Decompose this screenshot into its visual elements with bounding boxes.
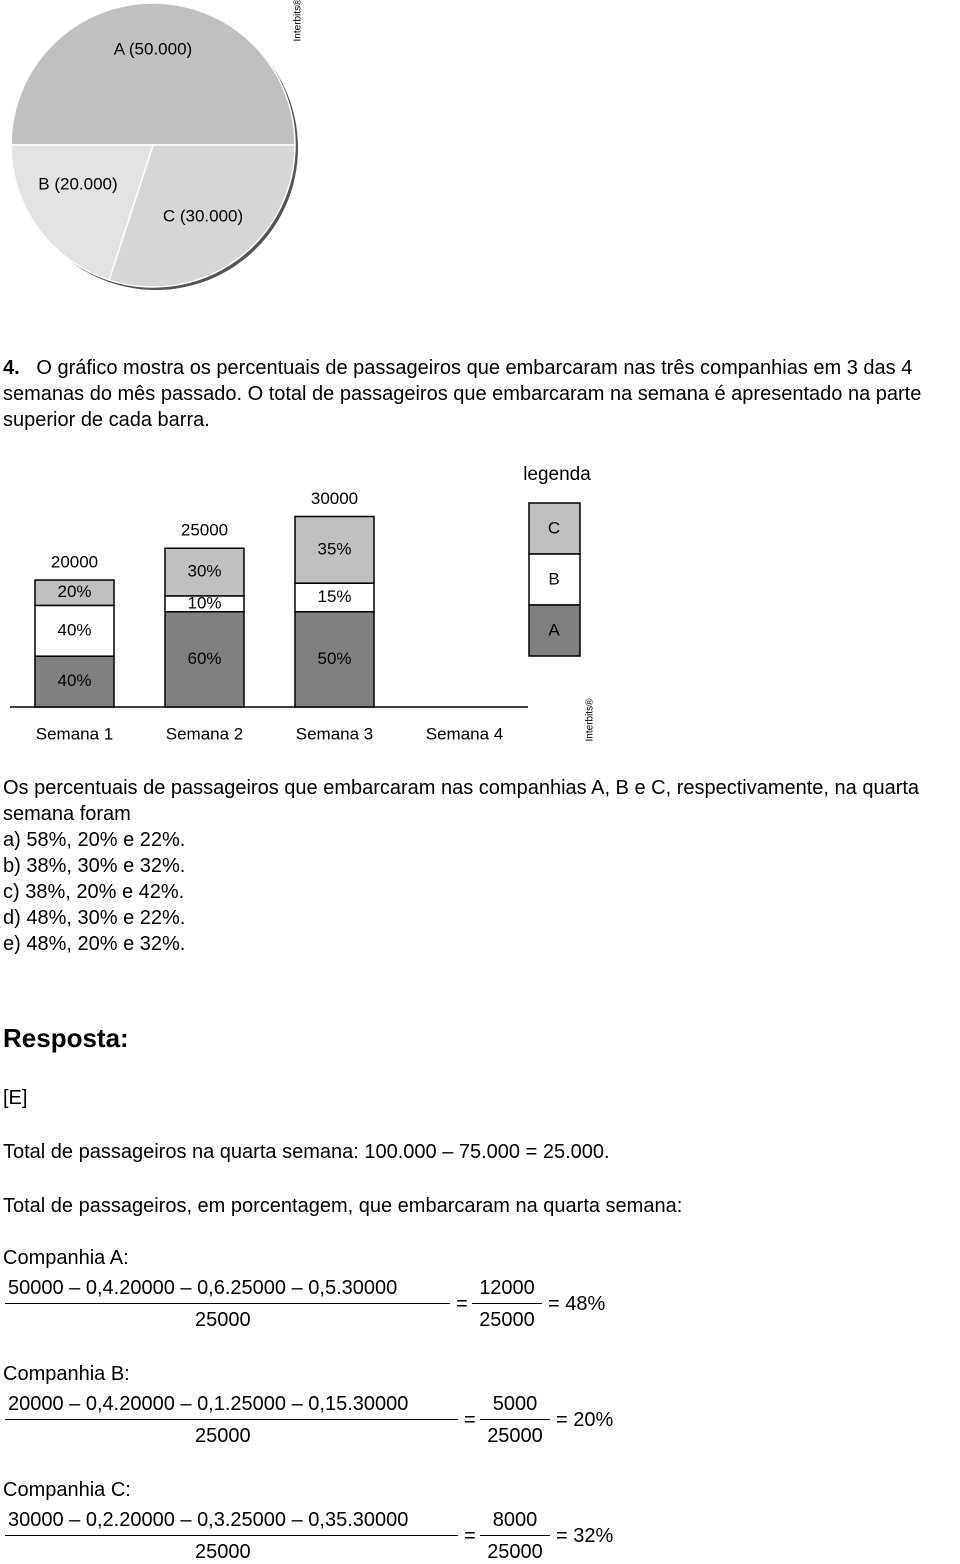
numerator: 12000 — [479, 1277, 535, 1299]
denominator: 25000 — [195, 1309, 251, 1331]
fraction-line — [5, 1419, 458, 1420]
option: e) 48%, 20% e 32%. — [3, 933, 186, 955]
numerator: 8000 — [492, 1509, 538, 1531]
company-label: Companhia C: — [3, 1479, 131, 1501]
denominator: 25000 — [195, 1541, 251, 1563]
legend-label: C — [548, 518, 560, 537]
total-text: Total de passageiros na quarta semana: — [3, 1141, 359, 1163]
total-line: Total de passageiros na quarta semana: 1… — [3, 1139, 610, 1165]
pie-label: B (20.000) — [38, 174, 117, 193]
value-label: 10% — [187, 593, 221, 612]
x-tick-label: Semana 2 — [166, 724, 244, 743]
total-label: 30000 — [311, 489, 358, 508]
x-tick-label: Semana 3 — [296, 724, 374, 743]
value-label: 40% — [57, 671, 91, 690]
legend-label: B — [548, 569, 559, 588]
pie-label: A (50.000) — [114, 39, 192, 58]
numerator: 50000 – 0,4.20000 – 0,6.25000 – 0,5.3000… — [8, 1277, 398, 1299]
x-tick-label: Semana 4 — [426, 724, 504, 743]
numerator: 30000 – 0,2.20000 – 0,3.25000 – 0,35.300… — [8, 1509, 409, 1531]
bar-segment — [164, 547, 245, 597]
option: a) 58%, 20% e 22%. — [3, 829, 186, 851]
legend-label: A — [548, 620, 560, 639]
value-label: 15% — [317, 587, 351, 606]
legend-swatch — [528, 502, 581, 555]
equals: = — [464, 1409, 476, 1431]
total-label: 25000 — [181, 521, 228, 540]
answer-letter: [E] — [3, 1087, 28, 1109]
x-tick-label: Semana 1 — [36, 724, 114, 743]
charts: Interbits® legenda Interbits® A (50.000)… — [10, 0, 596, 743]
pie-slice — [10, 144, 155, 281]
pie-slice — [108, 144, 296, 288]
pie-slice — [10, 2, 296, 146]
legend-title: legenda — [523, 464, 591, 485]
numerator: 5000 — [492, 1393, 538, 1415]
company-label: Companhia B: — [3, 1363, 130, 1385]
denominator: 25000 — [195, 1425, 251, 1447]
denominator: 25000 — [487, 1541, 543, 1563]
bar-segment — [164, 611, 245, 708]
value-label: 20% — [57, 582, 91, 601]
prompt: Os percentuais de passageiros que embarc… — [3, 777, 920, 825]
bar-segment — [34, 579, 115, 607]
pie-label: C (30.000) — [163, 206, 243, 225]
denominator: 25000 — [487, 1425, 543, 1447]
option: b) 38%, 30% e 32%. — [3, 855, 186, 877]
total-label: 20000 — [51, 552, 98, 571]
intro: Total de passageiros, em porcentagem, qu… — [3, 1195, 683, 1217]
equals: = — [464, 1525, 476, 1547]
fraction-line — [480, 1535, 550, 1536]
result: = 48% — [548, 1293, 606, 1315]
company-label: Companhia A: — [3, 1247, 129, 1269]
fraction-line — [5, 1535, 458, 1536]
question: 4. O gráfico mostra os percentuais de pa… — [3, 355, 958, 433]
bar-credit: Interbits® — [585, 698, 596, 742]
value-label: 50% — [317, 649, 351, 668]
equals: = — [456, 1293, 468, 1315]
pie-credit: Interbits® — [293, 0, 304, 41]
option: c) 38%, 20% e 42%. — [3, 881, 185, 903]
question-text: O gráfico mostra os percentuais de passa… — [3, 357, 922, 431]
result: = 20% — [556, 1409, 614, 1431]
fraction-line — [480, 1419, 550, 1420]
answer-heading: Resposta: — [3, 1023, 129, 1053]
fraction-line — [472, 1303, 542, 1304]
result: = 32% — [556, 1525, 614, 1547]
question-number: 4. — [3, 357, 20, 379]
bar-segment — [294, 515, 375, 584]
value-label: 35% — [317, 539, 351, 558]
fraction-line — [5, 1303, 450, 1304]
option: d) 48%, 30% e 22%. — [3, 907, 186, 929]
value-label: 30% — [187, 562, 221, 581]
numerator: 20000 – 0,4.20000 – 0,1.25000 – 0,15.300… — [8, 1393, 409, 1415]
options: a) 58%, 20% e 22%. b) 38%, 30% e 32%. c) 3… — [3, 827, 185, 957]
value-label: 40% — [57, 620, 91, 639]
legend-swatch — [528, 604, 581, 657]
total-expr: 100.000 – 75.000 = 25.000. — [364, 1141, 610, 1163]
denominator: 25000 — [479, 1309, 535, 1331]
value-label: 60% — [187, 649, 221, 668]
